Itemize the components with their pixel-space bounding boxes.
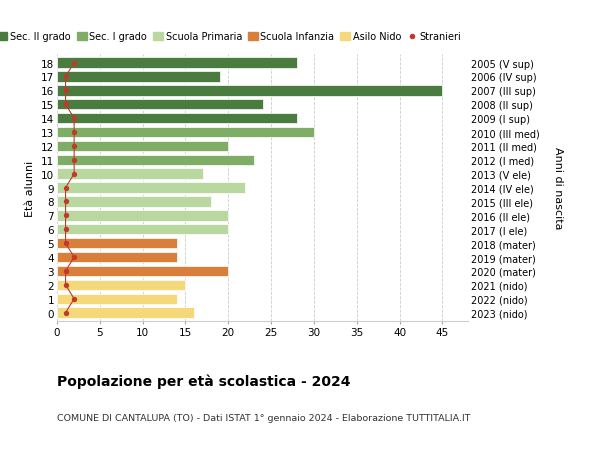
Point <box>70 143 79 150</box>
Point <box>61 185 70 192</box>
Bar <box>57 72 220 83</box>
Bar <box>57 252 177 263</box>
Bar <box>57 128 314 138</box>
Bar <box>57 280 185 291</box>
Point <box>61 198 70 206</box>
Bar <box>57 86 442 96</box>
Text: Popolazione per età scolastica - 2024: Popolazione per età scolastica - 2024 <box>57 374 350 389</box>
Point <box>61 212 70 219</box>
Point <box>61 101 70 109</box>
Point <box>61 226 70 234</box>
Point <box>61 73 70 81</box>
Point <box>61 240 70 247</box>
Point <box>61 88 70 95</box>
Bar <box>57 100 263 110</box>
Legend: Sec. II grado, Sec. I grado, Scuola Primaria, Scuola Infanzia, Asilo Nido, Stran: Sec. II grado, Sec. I grado, Scuola Prim… <box>0 32 461 42</box>
Point <box>70 157 79 164</box>
Y-axis label: Anni di nascita: Anni di nascita <box>553 147 563 230</box>
Point <box>70 296 79 303</box>
Bar <box>57 239 177 249</box>
Bar <box>57 169 203 179</box>
Bar <box>57 211 228 221</box>
Bar <box>57 141 228 152</box>
Bar <box>57 294 177 304</box>
Point <box>70 171 79 178</box>
Bar <box>57 183 245 193</box>
Point <box>70 60 79 67</box>
Bar <box>57 114 297 124</box>
Point <box>61 268 70 275</box>
Point <box>61 309 70 317</box>
Point <box>70 254 79 261</box>
Bar <box>57 197 211 207</box>
Point <box>70 129 79 136</box>
Bar <box>57 224 228 235</box>
Bar <box>57 266 228 277</box>
Bar <box>57 155 254 166</box>
Text: COMUNE DI CANTALUPA (TO) - Dati ISTAT 1° gennaio 2024 - Elaborazione TUTTITALIA.: COMUNE DI CANTALUPA (TO) - Dati ISTAT 1°… <box>57 413 470 422</box>
Bar <box>57 58 297 68</box>
Y-axis label: Età alunni: Età alunni <box>25 160 35 216</box>
Point <box>61 281 70 289</box>
Point <box>70 115 79 123</box>
Bar <box>57 308 194 318</box>
